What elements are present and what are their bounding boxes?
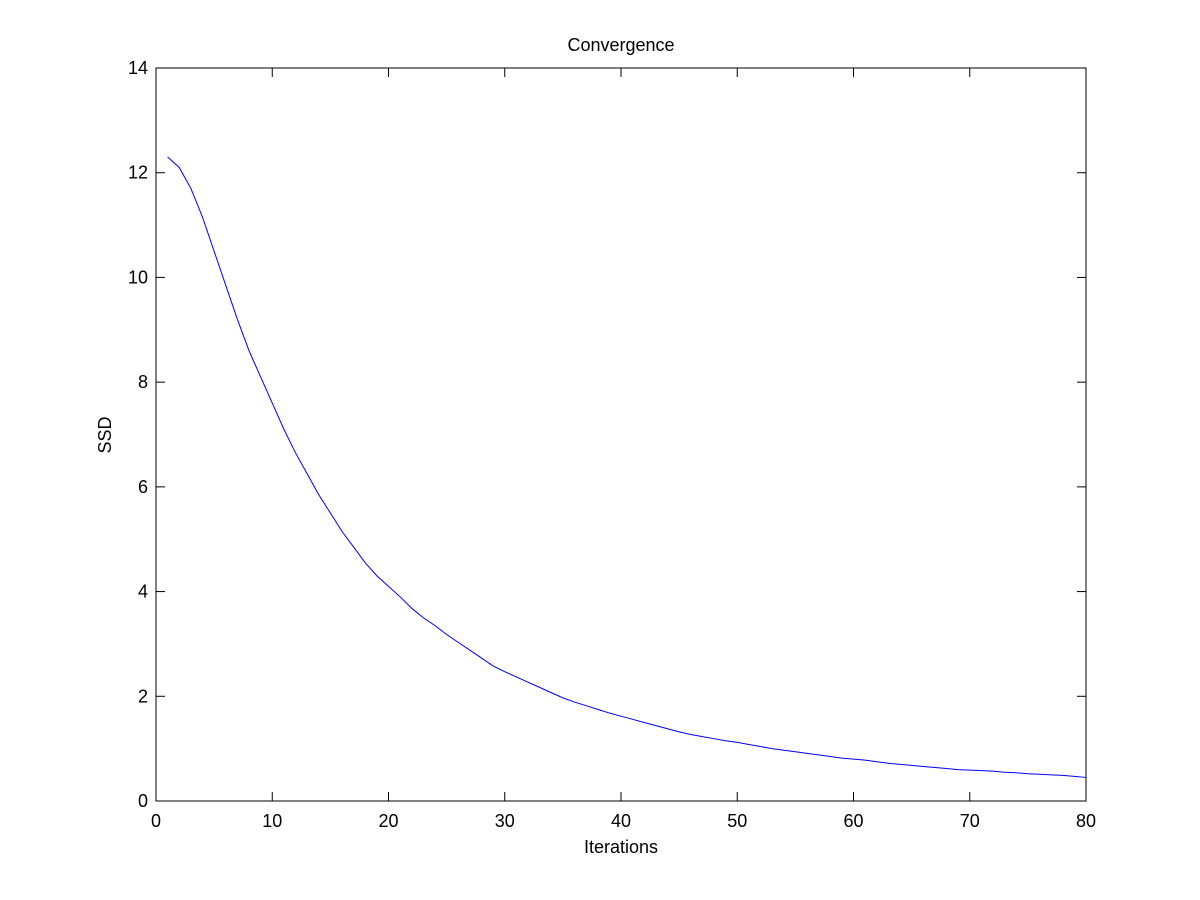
x-tick-label: 50	[727, 811, 747, 831]
x-tick-label: 70	[960, 811, 980, 831]
y-tick-label: 6	[138, 477, 148, 497]
x-axis-label: Iterations	[584, 837, 658, 857]
x-tick-label: 0	[151, 811, 161, 831]
plot-area	[155, 67, 1087, 802]
y-tick-label: 2	[138, 686, 148, 706]
y-tick-label: 14	[128, 58, 148, 78]
y-tick-label: 10	[128, 267, 148, 287]
x-tick-label: 60	[843, 811, 863, 831]
x-tick-label: 20	[378, 811, 398, 831]
y-tick-label: 8	[138, 372, 148, 392]
data-line	[167, 156, 1087, 778]
y-axis-label: SSD	[95, 416, 115, 453]
x-tick-label: 80	[1076, 811, 1096, 831]
y-tick-label: 12	[128, 163, 148, 183]
y-tick-label: 0	[138, 791, 148, 811]
chart-title: Convergence	[567, 35, 674, 55]
x-tick-label: 40	[611, 811, 631, 831]
x-tick-label: 10	[262, 811, 282, 831]
y-tick-label: 4	[138, 582, 148, 602]
x-tick-label: 30	[495, 811, 515, 831]
